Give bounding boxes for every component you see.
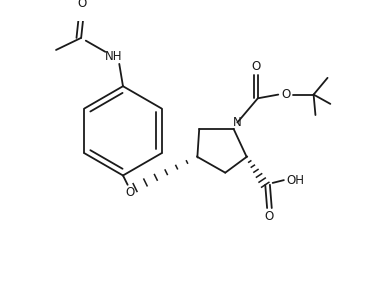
Text: OH: OH xyxy=(286,174,304,187)
Text: O: O xyxy=(264,210,274,223)
Text: NH: NH xyxy=(105,50,122,63)
Text: O: O xyxy=(126,186,135,199)
Text: O: O xyxy=(77,0,87,10)
Text: O: O xyxy=(281,88,290,101)
Text: N: N xyxy=(233,116,242,129)
Text: O: O xyxy=(251,60,260,73)
